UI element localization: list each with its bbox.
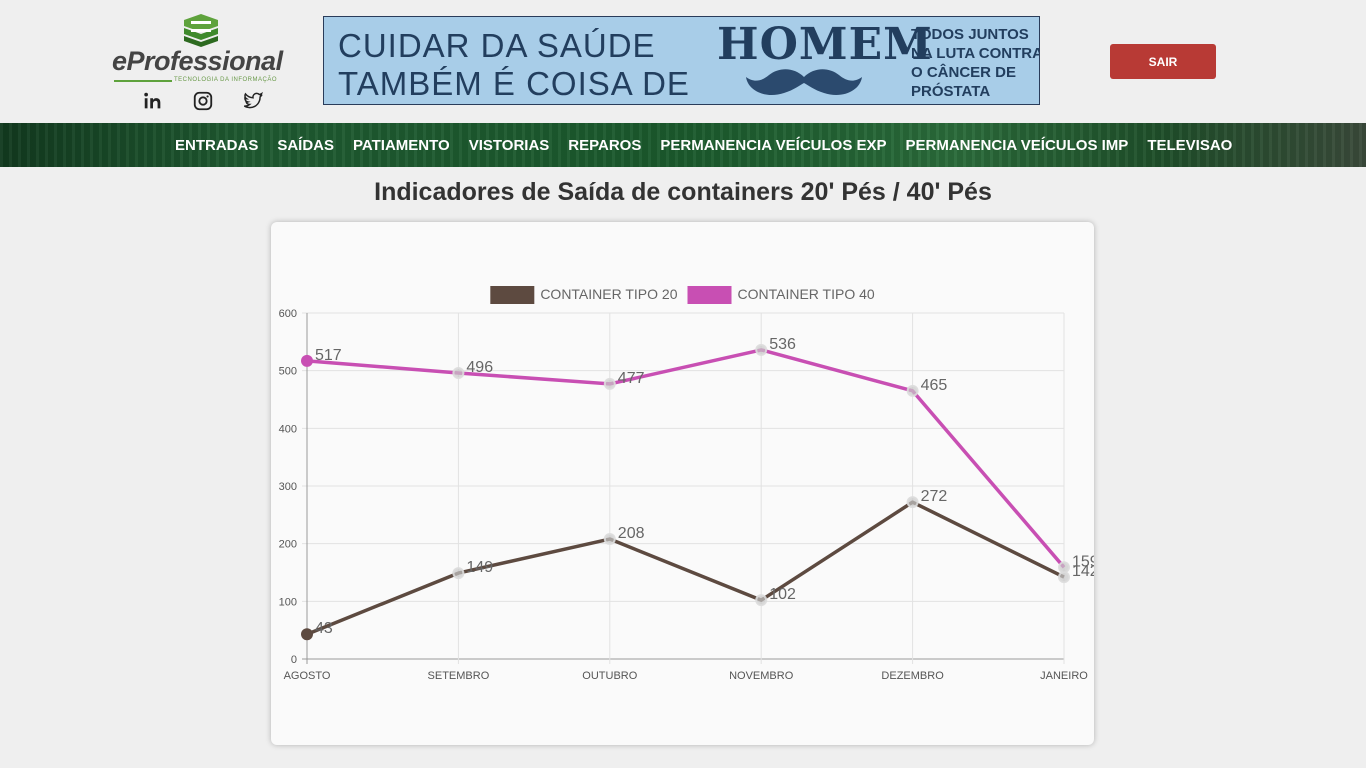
data-label: 496	[466, 359, 493, 376]
logo-tagline: TECNOLOGIA DA INFORMAÇÃO	[174, 77, 278, 83]
legend-label: CONTAINER TIPO 40	[738, 286, 875, 302]
nav-item-patiamento[interactable]: PATIAMENTO	[353, 136, 450, 154]
data-label: 517	[315, 347, 342, 364]
data-point	[301, 628, 313, 641]
nav-item-permanencia-imp[interactable]: PERMANENCIA VEÍCULOS IMP	[905, 136, 1129, 154]
page-title: Indicadores de Saída de containers 20' P…	[374, 178, 992, 206]
nav-item-televisao[interactable]: TELEVISAO	[1147, 136, 1233, 154]
data-label: 208	[618, 525, 645, 542]
data-label: 102	[769, 586, 796, 603]
main-nav: ENTRADAS SAÍDAS PATIAMENTO VISTORIAS REP…	[0, 123, 1366, 167]
chart-card: 0 100 200 300 400 500 600 AGOSTO SETEMBRO OUTUBRO…	[271, 222, 1094, 745]
banner-right-line: TODOS JUNTOS	[911, 26, 1029, 43]
series-line	[306, 500, 1065, 636]
data-label: 272	[921, 488, 948, 505]
twitter-icon[interactable]	[242, 90, 266, 114]
data-point	[906, 496, 919, 509]
legend-swatch	[490, 286, 535, 304]
data-point	[906, 384, 919, 397]
x-tick-label: NOVEMBRO	[729, 670, 794, 682]
data-label: 43	[315, 620, 333, 637]
x-tick-label: AGOSTO	[284, 670, 331, 682]
y-tick-label: 200	[279, 539, 297, 551]
header: eProfessional TECNOLOGIA DA INFORMAÇÃO C…	[0, 0, 1366, 123]
logo[interactable]: eProfessional TECNOLOGIA DA INFORMAÇÃO	[112, 12, 292, 122]
y-tick-label: 400	[279, 423, 297, 435]
data-point	[452, 567, 465, 580]
data-point	[755, 343, 768, 356]
data-label: 159	[1072, 553, 1094, 570]
data-point	[452, 366, 465, 379]
data-point	[1058, 561, 1070, 574]
campaign-banner[interactable]: CUIDAR DA SAÚDE TAMBÉM É COISA DE HOMEM …	[323, 16, 1040, 105]
y-tick-label: 100	[279, 596, 297, 608]
banner-right-line: NA LUTA CONTRA	[911, 45, 1040, 62]
data-label: 536	[769, 336, 796, 353]
nav-item-entradas[interactable]: ENTRADAS	[175, 136, 259, 154]
nav-background	[0, 123, 1366, 167]
data-label: 477	[618, 370, 645, 387]
banner-right-line: O CÂNCER DE	[911, 64, 1017, 81]
series-line	[306, 348, 1066, 569]
mustache-icon	[746, 69, 862, 96]
y-tick-label: 600	[279, 308, 297, 320]
banner-line1: CUIDAR DA SAÚDE	[338, 27, 656, 64]
data-point	[603, 533, 616, 546]
y-tick-label: 300	[279, 481, 297, 493]
banner-line2: TAMBÉM É COISA DE	[338, 65, 690, 102]
banner-right-line: PRÓSTATA	[911, 83, 991, 100]
line-chart: 0 100 200 300 400 500 600 AGOSTO SETEMBRO OUTUBRO…	[279, 286, 1094, 682]
banner-highlight: HOMEM	[717, 19, 933, 70]
legend-swatch	[687, 286, 732, 304]
data-label: 142	[1072, 563, 1094, 580]
data-point	[603, 377, 616, 390]
data-point	[755, 594, 768, 607]
logout-button[interactable]: SAIR	[1110, 44, 1216, 79]
logo-underline	[114, 80, 172, 82]
nav-item-saidas[interactable]: SAÍDAS	[277, 136, 335, 154]
logo-icon	[184, 14, 218, 47]
x-tick-label: SETEMBRO	[428, 670, 490, 682]
y-tick-label: 0	[291, 654, 297, 666]
nav-item-reparos[interactable]: REPAROS	[568, 136, 642, 154]
data-label: 149	[466, 559, 493, 576]
data-point	[1058, 571, 1070, 584]
nav-item-vistorias[interactable]: VISTORIAS	[468, 136, 550, 154]
nav-item-permanencia-exp[interactable]: PERMANENCIA VEÍCULOS EXP	[660, 136, 887, 154]
legend-label: CONTAINER TIPO 20	[540, 286, 677, 302]
data-label: 465	[921, 377, 948, 394]
nav-items: ENTRADAS SAÍDAS PATIAMENTO VISTORIAS REP…	[175, 123, 1251, 167]
logo-text: eProfessional	[112, 46, 283, 76]
linkedin-icon[interactable]	[142, 90, 166, 114]
social-links	[140, 90, 270, 114]
data-point	[301, 354, 313, 367]
x-tick-label: DEZEMBRO	[881, 670, 944, 682]
x-tick-label: JANEIRO	[1040, 670, 1088, 682]
x-tick-label: OUTUBRO	[582, 670, 637, 682]
y-tick-label: 500	[279, 366, 297, 378]
instagram-icon[interactable]	[192, 90, 216, 114]
banner-right-text: TODOS JUNTOS NA LUTA CONTRA O CÂNCER DE …	[911, 25, 1040, 101]
